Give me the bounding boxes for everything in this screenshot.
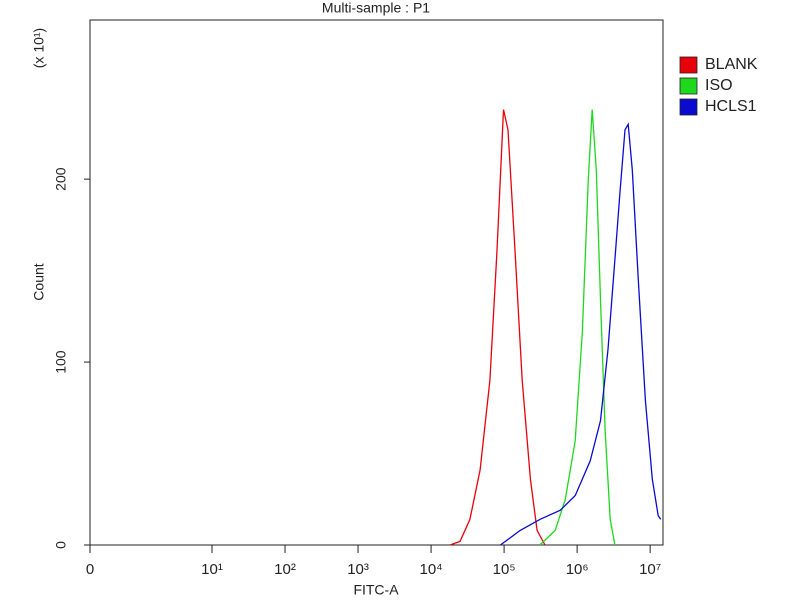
legend-label: ISO bbox=[705, 77, 733, 94]
y-tick-label: 0 bbox=[53, 541, 69, 549]
x-tick-label: 10³ bbox=[347, 561, 369, 578]
x-tick-label: 10⁵ bbox=[493, 561, 516, 578]
y-tick-label: 100 bbox=[53, 350, 69, 374]
plot-frame bbox=[89, 19, 664, 546]
series-line bbox=[449, 109, 546, 546]
x-tick-label: 0 bbox=[86, 561, 94, 578]
x-tick-label: 10⁷ bbox=[639, 561, 661, 578]
x-tick-label: 10⁴ bbox=[420, 561, 443, 578]
legend-swatch bbox=[679, 98, 698, 116]
legend-label: BLANK bbox=[705, 56, 758, 73]
chart-title: Multi-sample : P1 bbox=[322, 0, 430, 16]
x-tick-label: 10² bbox=[274, 561, 296, 578]
x-tick-label: 10¹ bbox=[201, 561, 223, 578]
legend-label: HCLS1 bbox=[705, 98, 757, 115]
y-tick-label: 200 bbox=[53, 167, 69, 191]
y-multiplier: (x 10¹) bbox=[31, 28, 47, 68]
series-line bbox=[539, 109, 616, 546]
y-axis-label: Count bbox=[31, 263, 47, 300]
legend-swatch bbox=[679, 56, 698, 74]
legend-swatch bbox=[679, 77, 698, 95]
series-line bbox=[500, 122, 662, 546]
x-tick-label: 10⁶ bbox=[566, 561, 589, 578]
x-axis-label: FITC-A bbox=[353, 582, 399, 598]
